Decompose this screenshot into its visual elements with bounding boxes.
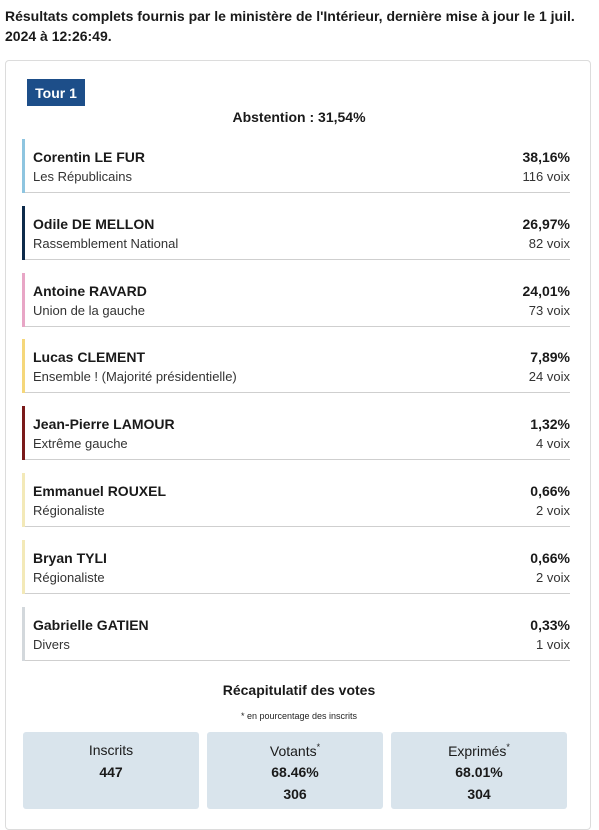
candidate-percentage: 7,89%: [530, 349, 570, 365]
candidate-percentage: 26,97%: [522, 216, 570, 232]
candidate-percentage: 0,33%: [530, 617, 570, 633]
party-color-bar: [22, 273, 25, 327]
stat-inscrits-label: Inscrits: [88, 742, 134, 758]
candidate-party: Régionaliste: [33, 570, 105, 585]
candidate-name: Gabrielle GATIEN: [33, 617, 149, 633]
stat-votants-value: 306: [283, 786, 307, 802]
party-color-bar: [22, 339, 25, 393]
candidate-party: Ensemble ! (Majorité présidentielle): [33, 369, 237, 384]
candidate-name: Bryan TYLI: [33, 550, 107, 566]
candidate-party: Les Républicains: [33, 169, 133, 184]
abstention-label: Abstention : 31,54%: [232, 109, 366, 125]
candidate-name: Emmanuel ROUXEL: [33, 483, 167, 499]
party-color-bar: [22, 473, 25, 527]
recap-note: * en pourcentage des inscrits: [240, 711, 358, 721]
tab-tour-1[interactable]: Tour 1: [27, 79, 85, 106]
candidate-votes: 4 voix: [536, 436, 570, 451]
party-color-bar: [22, 206, 25, 260]
candidate-row: Antoine RAVARD Union de la gauche 24,01% 73…: [22, 273, 570, 327]
candidate-name: Lucas CLEMENT: [33, 349, 146, 365]
candidate-party: Régionaliste: [33, 503, 105, 518]
party-color-bar: [22, 406, 25, 460]
stat-votants-label: Votants*: [269, 742, 321, 759]
candidate-percentage: 24,01%: [522, 283, 570, 299]
candidate-votes: 2 voix: [536, 570, 570, 585]
candidate-name: Jean-Pierre LAMOUR: [33, 416, 175, 432]
stat-inscrits: Inscrits 447: [23, 732, 199, 809]
candidate-votes: 24 voix: [528, 369, 570, 384]
stat-exprimes-value: 304: [467, 786, 491, 802]
stat-inscrits-value: 447: [99, 764, 123, 780]
candidate-percentage: 38,16%: [522, 149, 570, 165]
stat-exprimes: Exprimés* 68.01% 304: [391, 732, 567, 809]
candidate-votes: 73 voix: [528, 303, 570, 318]
candidate-row: Bryan TYLI Régionaliste 0,66% 2 voix: [22, 540, 570, 594]
candidate-percentage: 0,66%: [530, 550, 570, 566]
stat-votants: Votants* 68.46% 306: [207, 732, 383, 809]
candidate-name: Odile DE MELLON: [33, 216, 155, 232]
candidate-party: Extrême gauche: [33, 436, 128, 451]
candidate-name: Corentin LE FUR: [33, 149, 145, 165]
party-color-bar: [22, 139, 25, 193]
results-card: Tour 1 Abstention : 31,54% Corentin LE F…: [5, 60, 591, 830]
candidate-row: Gabrielle GATIEN Divers 0,33% 1 voix: [22, 607, 570, 661]
candidate-percentage: 0,66%: [530, 483, 570, 499]
recap-title: Récapitulatif des votes: [222, 682, 376, 698]
stat-votants-pct: 68.46%: [271, 764, 319, 780]
candidate-party: Rassemblement National: [33, 236, 179, 251]
candidate-row: Jean-Pierre LAMOUR Extrême gauche 1,32% 4 v…: [22, 406, 570, 460]
candidate-row: Corentin LE FUR Les Républicains 38,16% 116…: [22, 139, 570, 193]
stat-exprimes-label: Exprimés*: [448, 742, 510, 759]
party-color-bar: [22, 607, 25, 661]
candidate-votes: 2 voix: [536, 503, 570, 518]
party-color-bar: [22, 540, 25, 594]
candidate-votes: 1 voix: [536, 637, 570, 652]
candidate-party: Divers: [33, 637, 70, 652]
candidate-row: Emmanuel ROUXEL Régionaliste 0,66% 2 voix: [22, 473, 570, 527]
candidate-row: Odile DE MELLON Rassemblement National 26,…: [22, 206, 570, 260]
candidate-votes: 116 voix: [522, 169, 570, 184]
candidate-name: Antoine RAVARD: [33, 283, 147, 299]
candidate-party: Union de la gauche: [33, 303, 146, 318]
candidate-votes: 82 voix: [528, 236, 570, 251]
results-header: Résultats complets fournis par le minist…: [5, 8, 575, 44]
candidate-percentage: 1,32%: [530, 416, 570, 432]
candidate-row: Lucas CLEMENT Ensemble ! (Majorité présid…: [22, 339, 570, 393]
stat-exprimes-pct: 68.01%: [455, 764, 503, 780]
